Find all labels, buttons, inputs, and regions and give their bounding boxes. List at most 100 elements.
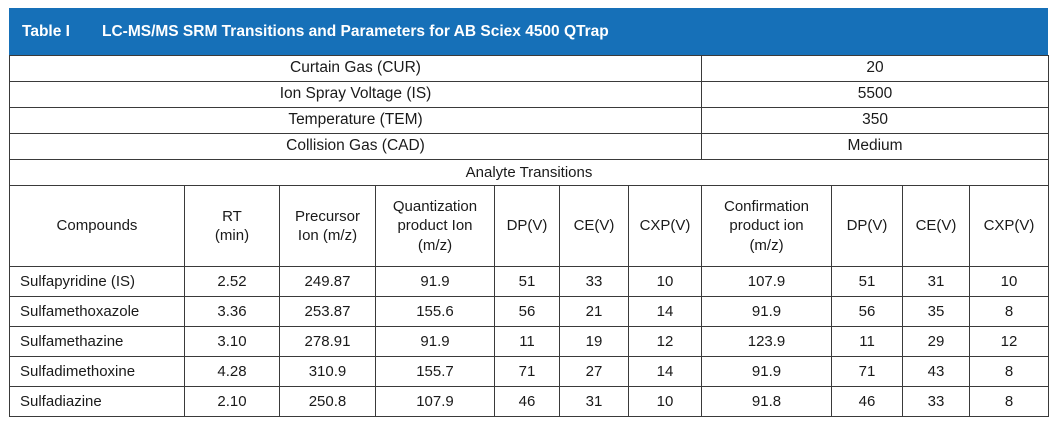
table-row: Sulfadimethoxine 4.28 310.9 155.7 71 27 14 91.9… xyxy=(9,356,1050,387)
column-header-line: DP(V) xyxy=(846,217,888,235)
table-body: Curtain Gas (CUR) 20 Ion Spray Voltage (… xyxy=(8,55,1050,417)
table-cell: 250.8 xyxy=(279,386,376,417)
table-cell: 107.9 xyxy=(375,386,495,417)
table-cell: 91.9 xyxy=(375,326,495,357)
table-title: LC-MS/MS SRM Transitions and Parameters … xyxy=(102,22,609,40)
section-row: Analyte Transitions xyxy=(8,159,1050,186)
table-cell: 56 xyxy=(494,296,560,327)
param-row: Curtain Gas (CUR) 20 xyxy=(8,55,1050,82)
param-row: Ion Spray Voltage (IS) 5500 xyxy=(8,81,1050,108)
param-value: 350 xyxy=(701,107,1050,134)
table-cell: 12 xyxy=(627,326,703,357)
column-header-line: (min) xyxy=(214,227,250,244)
table-row: Sulfamethoxazole 3.36 253.87 155.6 56 21 14 91.… xyxy=(9,296,1050,327)
column-header: CE(V) xyxy=(559,185,629,267)
column-header: DP(V) xyxy=(831,185,904,267)
table-cell: 155.6 xyxy=(375,296,495,327)
column-header-line: product Ion xyxy=(397,217,473,235)
table-row: Sulfadiazine 2.10 250.8 107.9 46 31 10 91.8 46 33… xyxy=(9,386,1050,417)
table-cell: 253.87 xyxy=(279,296,376,327)
param-value: 5500 xyxy=(701,81,1050,108)
table-cell: 71 xyxy=(494,356,560,387)
table-cell: 33 xyxy=(559,266,629,297)
table-cell: 10 xyxy=(969,266,1050,297)
column-header: Confirmation product ion (m/z) xyxy=(701,185,833,267)
table-cell: 3.10 xyxy=(184,326,280,357)
compound-name-cell: Sulfamethoxazole xyxy=(9,296,185,327)
column-header-line: Confirmation xyxy=(723,197,810,215)
column-header: Quantization product Ion (m/z) xyxy=(375,185,495,267)
table-container: Table I LC-MS/MS SRM Transitions and Par… xyxy=(8,8,1050,417)
table-cell: 31 xyxy=(559,386,629,417)
table-cell: 14 xyxy=(627,296,703,327)
param-label: Curtain Gas (CUR) xyxy=(8,55,703,82)
param-value: Medium xyxy=(701,133,1050,160)
param-value: 20 xyxy=(701,55,1050,82)
table-cell: 43 xyxy=(902,356,971,387)
parameters-table: Curtain Gas (CUR) 20 Ion Spray Voltage (… xyxy=(8,55,1050,417)
column-header-line: Ion (m/z) xyxy=(297,227,358,244)
compound-name-cell: Sulfamethazine xyxy=(9,326,185,357)
table-cell: 14 xyxy=(627,356,703,387)
table-cell: 10 xyxy=(627,266,703,297)
section-label: Analyte Transitions xyxy=(8,159,1050,186)
table-cell: 91.8 xyxy=(701,386,833,417)
compound-name-cell: Sulfadiazine xyxy=(9,386,185,417)
table-number: Table I xyxy=(22,22,70,40)
param-row: Temperature (TEM) 350 xyxy=(8,107,1050,134)
column-header-line: (m/z) xyxy=(417,236,453,254)
table-cell: 4.28 xyxy=(184,356,280,387)
table-cell: 29 xyxy=(902,326,971,357)
param-label: Collision Gas (CAD) xyxy=(8,133,703,160)
column-header-line: DP(V) xyxy=(506,217,548,235)
table-cell: 8 xyxy=(969,356,1050,387)
table-cell: 31 xyxy=(902,266,971,297)
param-row: Collision Gas (CAD) Medium xyxy=(8,133,1050,160)
column-header-line: Compounds xyxy=(56,217,138,235)
table-cell: 19 xyxy=(559,326,629,357)
column-header: CXP(V) xyxy=(969,185,1050,267)
table-cell: 107.9 xyxy=(701,266,833,297)
table-cell: 8 xyxy=(969,386,1050,417)
column-header-line: (m/z) xyxy=(749,236,784,254)
table-row: Sulfapyridine (IS) 2.52 249.87 91.9 51 33 10 10… xyxy=(9,266,1050,297)
table-title-bar: Table I LC-MS/MS SRM Transitions and Par… xyxy=(9,8,1048,55)
column-header-line: RT xyxy=(222,207,242,225)
compound-name-cell: Sulfapyridine (IS) xyxy=(9,266,185,297)
table-cell: 10 xyxy=(627,386,703,417)
column-header-line: CXP(V) xyxy=(639,217,691,235)
column-header-line: CE(V) xyxy=(573,217,615,235)
column-header: CXP(V) xyxy=(627,185,703,267)
table-cell: 8 xyxy=(969,296,1050,327)
table-cell: 35 xyxy=(902,296,971,327)
table-cell: 91.9 xyxy=(375,266,495,297)
column-header: Compounds xyxy=(9,185,185,267)
table-cell: 11 xyxy=(494,326,560,357)
column-header-line: CE(V) xyxy=(915,217,957,235)
column-header-line: CXP(V) xyxy=(983,217,1035,235)
column-header: RT (min) xyxy=(184,185,280,267)
table-cell: 11 xyxy=(831,326,904,357)
column-header-row: Compounds RT (min) Precursor Ion (m/z) Quanti… xyxy=(9,185,1050,267)
table-cell: 12 xyxy=(969,326,1050,357)
table-cell: 3.36 xyxy=(184,296,280,327)
compound-name-cell: Sulfadimethoxine xyxy=(9,356,185,387)
table-cell: 2.52 xyxy=(184,266,280,297)
table-cell: 91.9 xyxy=(701,356,833,387)
table-cell: 2.10 xyxy=(184,386,280,417)
table-cell: 249.87 xyxy=(279,266,376,297)
param-label: Ion Spray Voltage (IS) xyxy=(8,81,703,108)
table-cell: 56 xyxy=(831,296,904,327)
table-cell: 46 xyxy=(831,386,904,417)
column-header-line: Precursor xyxy=(294,207,361,225)
table-cell: 33 xyxy=(902,386,971,417)
param-label: Temperature (TEM) xyxy=(8,107,703,134)
table-cell: 21 xyxy=(559,296,629,327)
table-cell: 91.9 xyxy=(701,296,833,327)
table-cell: 51 xyxy=(494,266,560,297)
table-cell: 278.91 xyxy=(279,326,376,357)
column-header: Precursor Ion (m/z) xyxy=(279,185,376,267)
table-cell: 46 xyxy=(494,386,560,417)
column-header: DP(V) xyxy=(494,185,560,267)
table-cell: 123.9 xyxy=(701,326,833,357)
